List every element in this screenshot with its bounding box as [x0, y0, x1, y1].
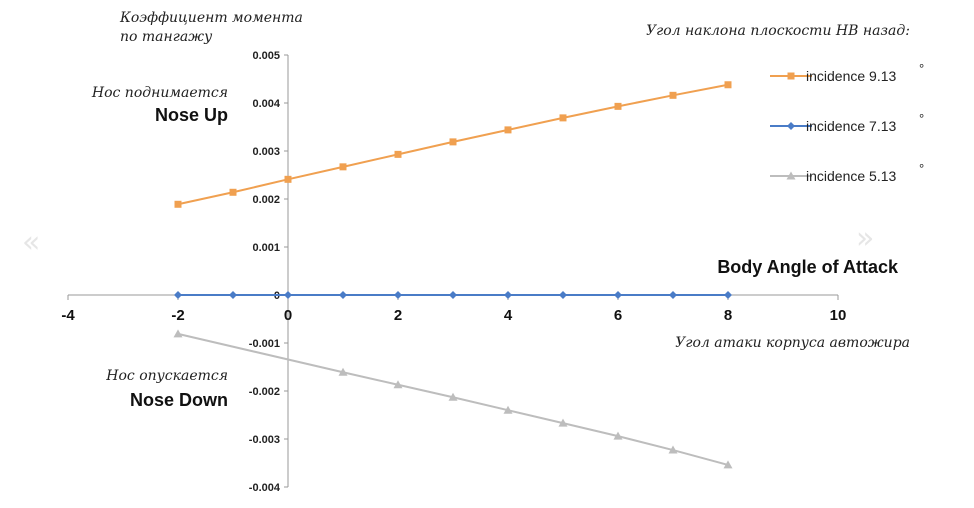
ylabel-ru-line2: по тангажу: [120, 29, 213, 45]
data-point: [504, 291, 512, 299]
data-point: [229, 291, 237, 299]
data-point: [669, 91, 677, 99]
data-point: [229, 188, 237, 196]
nose-down-ru-label: Нос опускается: [105, 368, 228, 384]
series-1: [174, 81, 732, 208]
x-tick-label: -4: [61, 307, 75, 324]
legend: incidence 9.13 °incidence 7.13 °incidence …: [770, 61, 924, 184]
x-tick-label: 2: [394, 307, 402, 324]
next-arrow-icon[interactable]: »: [856, 221, 874, 256]
data-point: [339, 291, 347, 299]
y-tick-label: -0.002: [249, 386, 280, 398]
legend-degree-symbol: °: [919, 111, 924, 126]
data-point: [394, 150, 402, 158]
series-layer: [173, 81, 733, 469]
y-tick-label: 0.003: [252, 146, 280, 158]
nose-up-en-label: Nose Up: [155, 105, 228, 125]
nose-up-ru-label: Нос поднимается: [91, 85, 228, 101]
data-point: [394, 291, 402, 299]
data-point: [724, 291, 732, 299]
legend-label: incidence 7.13: [806, 118, 897, 134]
prev-arrow-icon[interactable]: «: [22, 225, 40, 260]
y-tick-label: 0.001: [252, 242, 280, 254]
xlabel-en: Body Angle of Attack: [717, 257, 899, 277]
x-tick-label: 6: [614, 307, 622, 324]
x-tick-label: 10: [830, 307, 847, 324]
data-point: [284, 175, 292, 183]
data-point: [174, 291, 182, 299]
y-tick-label: -0.001: [249, 338, 280, 350]
data-point: [393, 380, 403, 389]
xlabel-ru: Угол атаки корпуса автожира: [675, 335, 910, 351]
y-tick-label: -0.004: [249, 482, 281, 494]
data-point: [449, 291, 457, 299]
legend-degree-symbol: °: [919, 61, 924, 76]
legend-item: incidence 5.13 °: [770, 161, 924, 184]
y-tick-label: -0.003: [249, 434, 280, 446]
data-point: [559, 291, 567, 299]
series-3: [173, 329, 733, 469]
data-point: [614, 291, 622, 299]
data-point: [503, 405, 513, 414]
data-point: [669, 291, 677, 299]
x-tick-label: 4: [504, 307, 513, 324]
legend-marker: [787, 72, 795, 80]
x-tick-label: -2: [171, 307, 184, 324]
x-tick-label: 0: [284, 307, 292, 324]
data-point: [338, 367, 348, 376]
series-2: [174, 291, 732, 299]
data-point: [558, 418, 568, 427]
legend-label: incidence 9.13: [806, 68, 897, 84]
data-point: [668, 445, 678, 454]
x-tick-label: 8: [724, 307, 732, 324]
ylabel-ru-line1: Коэффициент момента: [119, 10, 303, 26]
data-point: [504, 126, 512, 134]
data-point: [449, 138, 457, 146]
data-point: [448, 392, 458, 401]
data-point: [723, 460, 733, 469]
nose-down-en-label: Nose Down: [130, 390, 228, 410]
data-point: [284, 291, 292, 299]
data-point: [173, 329, 183, 338]
legend-marker: [787, 122, 795, 130]
x-tick-group: -4 -2 0 2 4 6 8 10: [61, 295, 846, 324]
data-point: [339, 163, 347, 171]
legend-item: incidence 7.13 °: [770, 111, 924, 134]
y-tick-label: 0.004: [252, 98, 280, 110]
legend-degree-symbol: °: [919, 161, 924, 176]
data-point: [614, 102, 622, 110]
y-tick-label: 0.005: [252, 50, 280, 62]
data-point: [724, 81, 732, 89]
data-point: [559, 114, 567, 122]
y-tick-group: 0.0050.0040.0030.0020.0010-0.001-0.002-0…: [249, 50, 288, 494]
data-point: [174, 200, 182, 208]
legend-label: incidence 5.13: [806, 168, 897, 184]
legend-marker: [786, 171, 796, 180]
y-tick-label: 0.002: [252, 194, 280, 206]
data-point: [613, 431, 623, 440]
legend-item: incidence 9.13 °: [770, 61, 924, 84]
legend-title: Угол наклона плоскости НВ назад:: [646, 23, 910, 39]
